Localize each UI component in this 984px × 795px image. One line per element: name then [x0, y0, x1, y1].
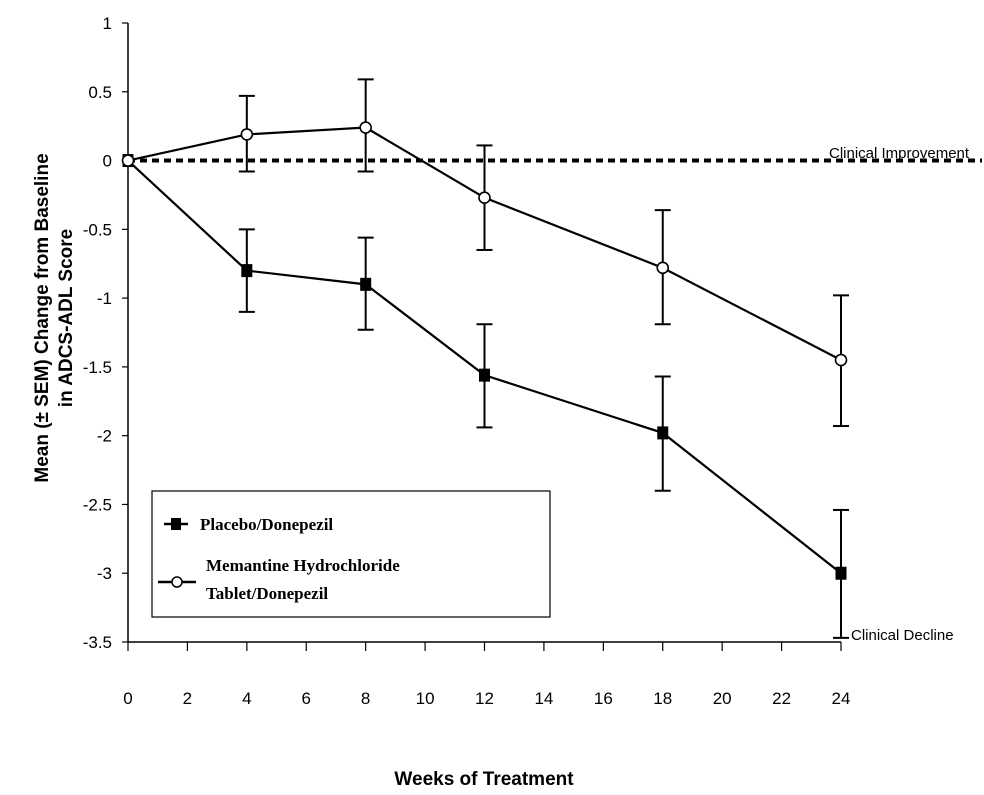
series-line-placebo — [127, 159, 842, 575]
data-point-memantine — [121, 154, 135, 167]
data-point-placebo — [657, 426, 669, 440]
data-point-memantine — [359, 121, 372, 134]
data-point-placebo — [835, 566, 847, 580]
legend-label-memantine-line-1: Memantine Hydrochloride — [206, 556, 400, 575]
x-tick-label: 16 — [594, 689, 613, 708]
y-tick-label: -1 — [97, 289, 112, 308]
x-tick-label: 12 — [475, 689, 494, 708]
legend-label-placebo: Placebo/Donepezil — [200, 515, 333, 534]
y-tick-label: 0.5 — [88, 83, 112, 102]
legend: Placebo/Donepezil Memantine Hydrochlorid… — [151, 490, 551, 618]
y-tick-label: -0.5 — [83, 220, 112, 239]
x-tick-label: 24 — [832, 689, 851, 708]
data-point-memantine — [478, 191, 491, 204]
x-tick-label: 10 — [416, 689, 435, 708]
legend-marker-memantine — [171, 576, 183, 588]
y-axis-title-line-1: Mean (± SEM) Change from Baseline — [32, 153, 53, 482]
x-axis-title: Weeks of Treatment — [394, 769, 574, 790]
x-tick-label: 18 — [653, 689, 672, 708]
x-tick-label: 14 — [534, 689, 553, 708]
y-tick-label: -3 — [97, 564, 112, 583]
y-tick-label: -2.5 — [83, 495, 112, 514]
plot-area — [121, 78, 849, 639]
y-axis-title: Mean (± SEM) Change from Baseline in ADC… — [32, 153, 77, 482]
axes: 10.50-0.5-1-1.5-2-2.5-3-3.50 2 4 6 8 10 12 14 16… — [83, 14, 851, 708]
series-line-memantine — [127, 126, 842, 361]
y-tick-label: 1 — [103, 14, 112, 33]
data-point-placebo — [360, 277, 372, 291]
y-axis-title-line-2: in ADCS-ADL Score — [56, 229, 77, 407]
x-tick-label: 20 — [713, 689, 732, 708]
x-tick-label: 2 — [183, 689, 192, 708]
x-tick-label: 22 — [772, 689, 791, 708]
x-tick-label: 8 — [361, 689, 370, 708]
x-tick-label: 0 — [123, 689, 132, 708]
y-tick-label: -2 — [97, 427, 112, 446]
y-tick-label: -1.5 — [83, 358, 112, 377]
legend-marker-placebo — [171, 518, 181, 530]
data-point-placebo — [479, 368, 490, 382]
annotation-clinical-decline: Clinical Decline — [851, 627, 954, 644]
x-tick-label: 6 — [302, 689, 311, 708]
x-tick-label: 4 — [242, 689, 251, 708]
data-point-placebo — [241, 264, 253, 278]
data-point-memantine — [240, 128, 254, 141]
annotation-clinical-improvement: Clinical Improvement — [829, 145, 970, 162]
legend-label-memantine-line-2: Tablet/Donepezil — [206, 584, 328, 603]
data-point-memantine — [656, 261, 670, 275]
data-point-memantine — [834, 353, 848, 367]
y-tick-label: 0 — [103, 152, 112, 171]
y-tick-label: -3.5 — [83, 633, 112, 652]
legend-box — [151, 490, 551, 618]
